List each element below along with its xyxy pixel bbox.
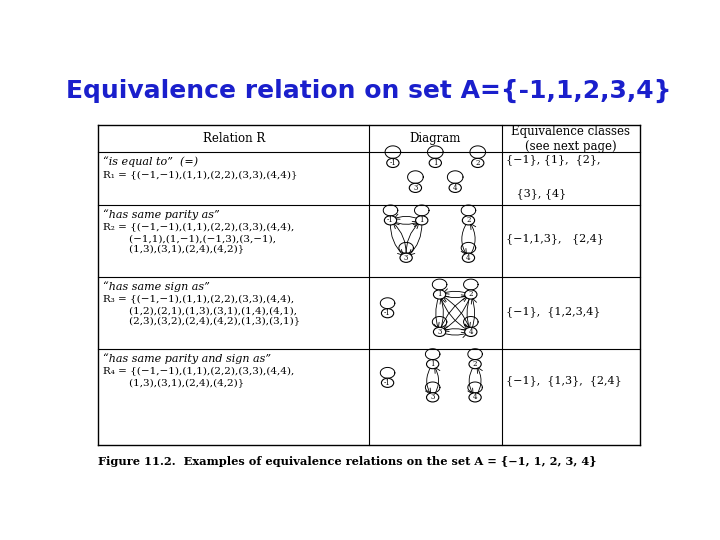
Circle shape [426, 360, 438, 369]
Circle shape [433, 327, 446, 336]
Text: 4: 4 [453, 184, 457, 192]
Text: 1: 1 [437, 291, 442, 299]
Text: {−1,1,3},   {2,4}: {−1,1,3}, {2,4} [506, 234, 604, 245]
Circle shape [387, 158, 399, 167]
Circle shape [384, 216, 397, 225]
Text: 4: 4 [467, 254, 471, 262]
Circle shape [433, 290, 446, 299]
Circle shape [449, 183, 462, 192]
Circle shape [415, 216, 428, 225]
Circle shape [429, 158, 441, 167]
Text: 4: 4 [473, 393, 477, 401]
Text: {−1}, {1},  {2},

   {3}, {4}: {−1}, {1}, {2}, {3}, {4} [506, 154, 600, 199]
Text: 3: 3 [431, 393, 435, 401]
Text: 1: 1 [420, 217, 424, 224]
Circle shape [469, 393, 481, 402]
Text: “has same parity as”: “has same parity as” [103, 210, 220, 220]
Text: 1: 1 [433, 159, 438, 167]
Circle shape [382, 309, 394, 318]
Circle shape [426, 393, 438, 402]
Text: Relation R: Relation R [202, 132, 265, 145]
Text: “has same sign as”: “has same sign as” [103, 281, 210, 292]
Text: “has same parity and sign as”: “has same parity and sign as” [103, 353, 271, 364]
Text: {−1},  {1,3},  {2,4}: {−1}, {1,3}, {2,4} [506, 375, 622, 386]
Text: R₁ = {(−1,−1),(1,1),(2,2),(3,3),(4,4)}: R₁ = {(−1,−1),(1,1),(2,2),(3,3),(4,4)} [103, 170, 297, 179]
Text: -1: -1 [384, 309, 391, 317]
Text: 3: 3 [413, 184, 418, 192]
Text: 1: 1 [431, 360, 435, 368]
Text: 3: 3 [437, 328, 442, 336]
Text: 3: 3 [404, 254, 408, 262]
Text: (−1,1),(1,−1),(−1,3),(3,−1),
        (1,3),(3,1),(2,4),(4,2)}: (−1,1),(1,−1),(−1,3),(3,−1), (1,3),(3,1)… [103, 234, 276, 254]
Text: Figure 11.2.  Examples of equivalence relations on the set A = {−1, 1, 2, 3, 4}: Figure 11.2. Examples of equivalence rel… [99, 456, 597, 467]
Circle shape [382, 378, 394, 387]
Text: R₂ = {(−1,−1),(1,1),(2,2),(3,3),(4,4),: R₂ = {(−1,−1),(1,1),(2,2),(3,3),(4,4), [103, 222, 294, 232]
Circle shape [409, 183, 421, 192]
Text: 2: 2 [473, 360, 477, 368]
Text: Equivalence classes
(see next page): Equivalence classes (see next page) [511, 125, 630, 153]
Text: “is equal to”  (=): “is equal to” (=) [103, 157, 198, 167]
Text: 2: 2 [469, 291, 473, 299]
Text: R₄ = {(−1,−1),(1,1),(2,2),(3,3),(4,4),: R₄ = {(−1,−1),(1,1),(2,2),(3,3),(4,4), [103, 367, 294, 376]
Text: -1: -1 [384, 379, 391, 387]
Circle shape [464, 327, 477, 336]
Circle shape [464, 290, 477, 299]
Text: -1: -1 [387, 217, 394, 224]
Circle shape [400, 253, 413, 262]
Text: 2: 2 [475, 159, 480, 167]
Text: {−1},  {1,2,3,4}: {−1}, {1,2,3,4} [506, 306, 600, 316]
Circle shape [462, 253, 474, 262]
Circle shape [469, 360, 481, 369]
Text: 2: 2 [467, 217, 471, 224]
Text: Diagram: Diagram [410, 132, 461, 145]
Text: Equivalence relation on set A={-1,1,2,3,4}: Equivalence relation on set A={-1,1,2,3,… [66, 79, 672, 104]
Text: -1: -1 [390, 159, 396, 167]
Circle shape [462, 216, 474, 225]
Text: (1,2),(2,1),(1,3),(3,1),(1,4),(4,1),
        (2,3),(3,2),(2,4),(4,2),(1,3),(3,1): (1,2),(2,1),(1,3),(3,1),(1,4),(4,1), (2,… [103, 306, 300, 326]
Text: R₃ = {(−1,−1),(1,1),(2,2),(3,3),(4,4),: R₃ = {(−1,−1),(1,1),(2,2),(3,3),(4,4), [103, 295, 294, 303]
Text: 4: 4 [469, 328, 473, 336]
Circle shape [472, 158, 484, 167]
Text: (1,3),(3,1),(2,4),(4,2)}: (1,3),(3,1),(2,4),(4,2)} [103, 379, 244, 387]
